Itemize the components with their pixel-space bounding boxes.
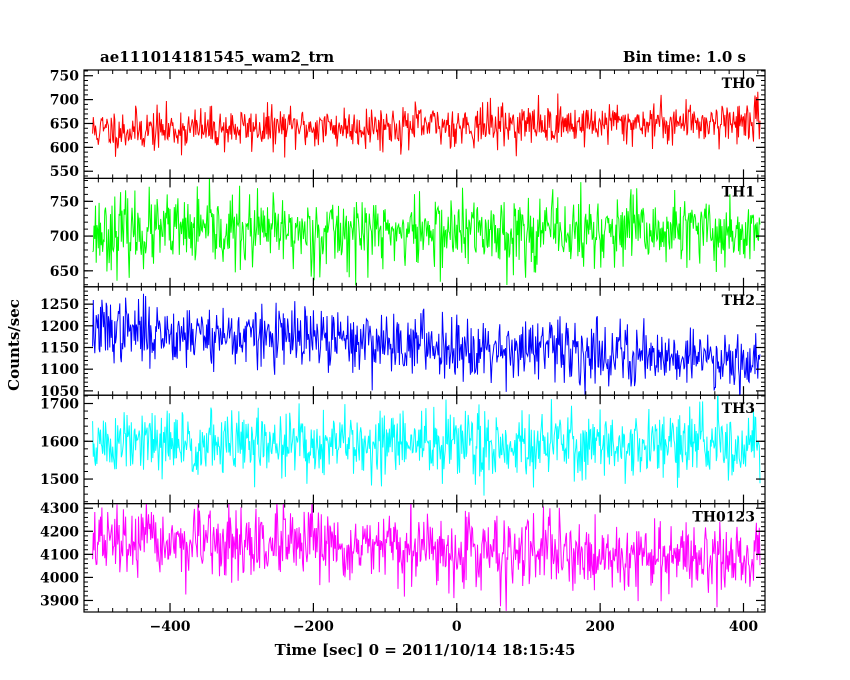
- y-tick-label: 1250: [40, 297, 79, 313]
- series-line-th2: [92, 293, 761, 396]
- panel-label-th2: TH2: [722, 293, 755, 309]
- x-tick-label: −400: [150, 619, 191, 635]
- panel-frame-th0123: [83, 503, 766, 613]
- y-tick-label: 1200: [40, 319, 79, 335]
- y-tick-label: 1050: [40, 384, 79, 400]
- panel-th0: 550 600 650 700 750 TH0: [50, 69, 766, 180]
- y-tick-label: 1500: [40, 472, 79, 488]
- x-tick-label: 400: [729, 619, 758, 635]
- chart-title: ae111014181545_wam2_trn: [100, 48, 334, 66]
- y-tick-label: 4200: [40, 524, 79, 540]
- panels-group: 550 600 650 700 750 TH0 650 700 750 TH1 1050 1100 11…: [40, 69, 766, 635]
- y-tick-label: 1700: [40, 397, 79, 413]
- y-tick-label: 600: [50, 140, 79, 156]
- series-line-th0: [92, 91, 761, 158]
- y-axis-label: Counts/sec: [5, 299, 23, 391]
- series-line-th3: [92, 395, 761, 496]
- panel-th1: 650 700 750 TH1: [50, 177, 766, 288]
- y-tick-label: 650: [50, 264, 79, 280]
- y-tick-label: 3900: [40, 593, 79, 609]
- x-tick-label: 0: [452, 619, 462, 635]
- panel-label-th3: TH3: [722, 401, 755, 417]
- series-line-th0123: [92, 503, 761, 611]
- y-tick-label: 750: [50, 69, 79, 85]
- y-tick-label: 4100: [40, 547, 79, 563]
- panel-label-th0123: TH0123: [692, 510, 755, 526]
- y-tick-label: 1600: [40, 434, 79, 450]
- y-tick-label: 1100: [40, 362, 79, 378]
- y-tick-label: 4300: [40, 501, 79, 517]
- x-tick-label: 200: [586, 619, 615, 635]
- bin-time-label: Bin time: 1.0 s: [623, 48, 746, 66]
- panel-label-th1: TH1: [722, 184, 755, 200]
- panel-th0123: 3900 4000 4100 4200 4300 TH0123: [40, 501, 766, 613]
- y-tick-label: 750: [50, 194, 79, 210]
- y-tick-label: 550: [50, 164, 79, 180]
- panel-th2: 1050 1100 1150 1200 1250 TH2: [40, 286, 766, 400]
- y-tick-label: 1150: [40, 341, 79, 357]
- y-tick-label: 700: [50, 229, 79, 245]
- series-line-th1: [92, 178, 761, 286]
- x-tick-label: −200: [293, 619, 334, 635]
- y-tick-label: 650: [50, 116, 79, 132]
- y-tick-label: 700: [50, 93, 79, 109]
- y-tick-label: 4000: [40, 570, 79, 586]
- panel-th3: 1500 1600 1700 TH3: [40, 394, 766, 505]
- panel-label-th0: TH0: [722, 76, 756, 92]
- x-axis-label: Time [sec] 0 = 2011/10/14 18:15:45: [275, 641, 576, 659]
